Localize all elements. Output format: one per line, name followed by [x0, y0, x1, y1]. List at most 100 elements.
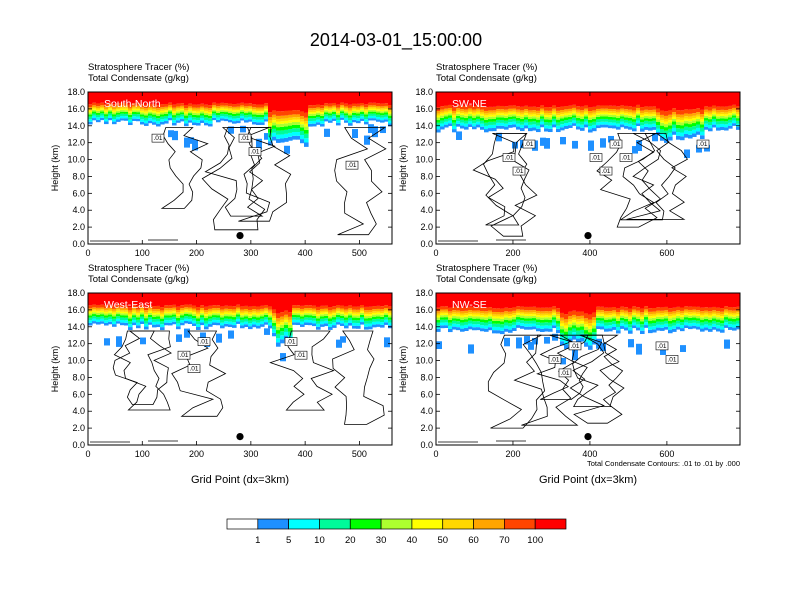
- tracer-cell: [188, 106, 193, 109]
- tracer-cell: [104, 305, 109, 309]
- tracer-cell: [712, 110, 717, 113]
- tracer-cell: [536, 317, 541, 320]
- tracer-cell: [648, 124, 653, 128]
- tracer-cell: [568, 114, 573, 117]
- tracer-cell: [192, 112, 197, 115]
- tracer-cell: [732, 312, 737, 315]
- tracer-cell: [132, 118, 137, 121]
- x-tick-label: 600: [659, 449, 674, 459]
- tracer-cell: [460, 293, 465, 308]
- tracer-cell: [536, 315, 541, 318]
- tracer-cell: [216, 313, 221, 316]
- tracer-cell: [496, 308, 501, 312]
- tracer-cell: [224, 318, 229, 322]
- tracer-cell: [600, 326, 605, 330]
- tracer-cell: [152, 314, 157, 317]
- tracer-cell: [656, 115, 661, 118]
- tracer-cell: [212, 109, 217, 112]
- tracer-cell: [368, 115, 373, 119]
- tracer-cell: [592, 92, 597, 107]
- tracer-cell: [216, 117, 221, 120]
- tracer-cell: [232, 319, 237, 323]
- tracer-cell: [692, 311, 697, 314]
- tracer-cell: [96, 309, 101, 312]
- tracer-cell: [584, 124, 589, 128]
- tracer-cell: [548, 113, 553, 116]
- tracer-cell: [332, 107, 337, 109]
- tracer-cell: [128, 114, 133, 118]
- tracer-cell: [580, 311, 585, 316]
- tracer-cell: [232, 309, 237, 312]
- tracer-cell: [304, 305, 309, 309]
- tracer-cell: [516, 126, 521, 130]
- tracer-cell: [592, 119, 597, 122]
- tracer-field: .01.01.01.01: [88, 92, 392, 244]
- tracer-cell: [576, 106, 581, 110]
- tracer-cell: [116, 92, 121, 104]
- tracer-cell: [608, 119, 613, 123]
- tracer-cell: [188, 113, 193, 116]
- tracer-cell: [448, 315, 453, 318]
- tracer-cell: [552, 92, 557, 106]
- tracer-cell: [164, 108, 169, 111]
- tracer-cell: [576, 321, 581, 325]
- tracer-cell: [88, 121, 93, 125]
- tracer-cell: [260, 122, 265, 125]
- tracer-cell: [172, 113, 177, 116]
- tracer-cell: [212, 308, 217, 310]
- tracer-cell: [120, 310, 125, 312]
- tracer-cell: [460, 122, 465, 126]
- tracer-cell: [376, 321, 381, 325]
- tracer-cell: [680, 319, 685, 322]
- tracer-cell: [212, 117, 217, 121]
- tracer-cell: [444, 306, 449, 310]
- tracer-cell: [100, 316, 105, 319]
- tracer-cell: [100, 92, 105, 103]
- tracer-cell: [616, 330, 621, 334]
- tracer-cell: [532, 118, 537, 122]
- tracer-cell: [524, 92, 529, 106]
- tracer-cell: [580, 318, 585, 322]
- tracer-cell: [240, 309, 245, 312]
- tracer-cell: [732, 113, 737, 116]
- tracer-cell: [624, 119, 629, 123]
- tracer-cell: [628, 115, 633, 118]
- tracer-cell: [132, 92, 137, 103]
- tracer-cell: [524, 320, 529, 324]
- contour-label-box: [599, 166, 613, 176]
- tracer-cell: [340, 293, 345, 306]
- tracer-cell: [464, 315, 469, 317]
- tracer-cell: [164, 111, 169, 114]
- tracer-cell: [684, 126, 689, 131]
- tracer-cell: [512, 319, 517, 322]
- tracer-cell: [308, 310, 313, 312]
- tracer-cell: [128, 318, 133, 322]
- tracer-cell: [636, 115, 641, 118]
- surface-contour: [438, 440, 526, 443]
- tracer-cell: [88, 119, 93, 122]
- tracer-cell: [704, 92, 709, 107]
- tracer-cell: [680, 132, 685, 137]
- tracer-cell: [644, 126, 649, 130]
- tracer-cell: [516, 106, 521, 110]
- tracer-cell: [132, 319, 137, 323]
- tracer-cell: [604, 325, 609, 329]
- tracer-cell: [448, 319, 453, 323]
- tracer-cell: [100, 117, 105, 121]
- tracer-patch: [340, 336, 346, 343]
- tracer-cell: [372, 111, 377, 114]
- tracer-cell: [388, 120, 392, 124]
- tracer-cell: [156, 113, 161, 116]
- tracer-cell: [492, 311, 497, 315]
- tracer-cell: [372, 306, 377, 310]
- tracer-cell: [712, 312, 717, 315]
- tracer-cell: [388, 118, 392, 121]
- tracer-cell: [164, 322, 169, 326]
- tracer-cell: [604, 105, 609, 109]
- tracer-cell: [212, 293, 217, 306]
- tracer-cell: [96, 311, 101, 313]
- tracer-cell: [132, 116, 137, 119]
- tracer-cell: [252, 305, 257, 310]
- tracer-patch: [264, 133, 270, 140]
